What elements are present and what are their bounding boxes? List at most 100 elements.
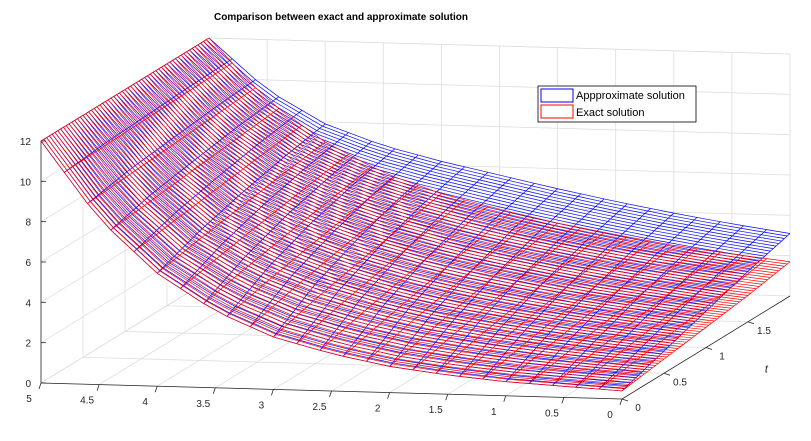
mesh-line — [200, 42, 782, 269]
y-tick-label: 1 — [719, 352, 725, 363]
y-tick-mark — [747, 321, 755, 325]
mesh-line — [46, 137, 628, 388]
mesh-line — [183, 53, 765, 283]
mesh-line — [121, 90, 704, 330]
x-tick-label: 2.5 — [313, 402, 327, 413]
mesh-line — [91, 109, 673, 354]
mesh-line — [226, 176, 396, 317]
mesh-line — [203, 41, 785, 267]
mesh-line — [40, 140, 623, 392]
mesh-line — [60, 128, 642, 377]
mesh-line — [180, 54, 763, 285]
x-tick-mark — [329, 390, 332, 398]
mesh-line — [74, 120, 656, 366]
mesh-line — [189, 49, 771, 252]
mesh-line — [43, 139, 625, 389]
mesh-line — [85, 113, 667, 349]
mesh-line — [152, 72, 735, 307]
x-tick-mark — [561, 397, 565, 404]
chart-title: Comparison between exact and approximate… — [214, 12, 468, 23]
mesh-line — [552, 221, 721, 386]
x-tick-label: 5 — [26, 394, 32, 405]
mesh-line — [158, 68, 740, 303]
mesh-line — [110, 96, 279, 231]
mesh-line — [197, 44, 779, 244]
mesh-line — [175, 58, 757, 265]
x-tick-label: 3.5 — [196, 399, 210, 410]
mesh-line — [87, 87, 256, 204]
legend-label-approximate: Appproximate solution — [576, 90, 685, 102]
mesh-line — [205, 39, 788, 265]
mesh-line — [155, 70, 737, 305]
mesh-line — [49, 135, 631, 385]
mesh-line — [51, 133, 634, 383]
mesh-line — [133, 84, 715, 322]
mesh-line — [133, 124, 303, 252]
mesh-line — [124, 89, 707, 328]
y-tick-label: 1.5 — [757, 326, 771, 337]
mesh-line — [68, 123, 651, 371]
y-tick-mark — [705, 347, 713, 350]
axes: 0 0.5 1 1.5 2 2.5 3 3.5 4 4.5 5 0 0.5 1 1.5 0 2 4 6 8 10 12 t — [20, 137, 791, 421]
mesh-line — [208, 37, 791, 234]
z-tick-label: 0 — [25, 379, 31, 390]
x-tick-label: 1 — [491, 407, 497, 418]
mesh-line — [105, 101, 687, 343]
mesh-line — [107, 99, 690, 341]
mesh-line — [64, 58, 233, 173]
mesh-line — [105, 101, 687, 331]
legend-swatch-approximate — [540, 88, 574, 103]
mesh-line — [194, 46, 777, 274]
mesh-line — [82, 115, 665, 360]
mesh-line — [575, 255, 744, 388]
mesh-line — [169, 61, 751, 294]
mesh-line — [191, 48, 774, 276]
mesh-line — [135, 82, 718, 301]
mesh-line — [528, 248, 698, 384]
z-tick-label: 10 — [20, 177, 32, 188]
mesh-line — [77, 118, 659, 364]
mesh-line — [79, 116, 662, 355]
z-tick-label: 2 — [25, 339, 31, 350]
x-tick-label: 1.5 — [429, 405, 443, 416]
x-tick-mark — [445, 394, 449, 401]
legend-label-exact: Exact solution — [576, 107, 644, 119]
mesh-line — [366, 217, 535, 362]
mesh-line — [71, 121, 653, 363]
mesh-line — [138, 80, 721, 318]
mesh-line — [110, 97, 693, 339]
mesh-line — [116, 94, 698, 335]
mesh-line — [366, 183, 535, 362]
mesh-line — [180, 154, 349, 289]
x-tick-label: 4 — [142, 397, 148, 408]
mesh-line — [141, 78, 723, 315]
mesh-line — [65, 125, 648, 373]
x-tick-label: 0 — [607, 410, 613, 421]
mesh-line — [110, 108, 279, 231]
mesh-line — [296, 199, 465, 344]
x-tick-mark — [96, 384, 100, 391]
y-tick-mark — [621, 398, 629, 402]
mesh-line — [319, 205, 489, 351]
mesh-line — [189, 49, 771, 278]
mesh-line — [124, 89, 707, 312]
mesh-line — [575, 225, 744, 388]
mesh-line — [147, 75, 729, 311]
mesh-line — [166, 63, 749, 296]
z-tick-label: 8 — [25, 218, 31, 229]
x-tick-mark — [38, 382, 42, 390]
mesh-line — [172, 60, 754, 267]
legend: Appproximate solution Exact solution — [537, 85, 697, 123]
mesh-line — [71, 121, 653, 368]
mesh-line — [435, 232, 605, 374]
mesh-line — [197, 44, 779, 272]
mesh-line — [57, 130, 639, 379]
mesh-line — [459, 236, 628, 377]
x-tick-mark — [619, 398, 623, 406]
mesh-line — [163, 65, 746, 299]
mesh-line — [203, 166, 372, 304]
surface-1 — [40, 37, 791, 392]
mesh-line — [158, 68, 740, 280]
y-axis-label: t — [765, 363, 769, 375]
